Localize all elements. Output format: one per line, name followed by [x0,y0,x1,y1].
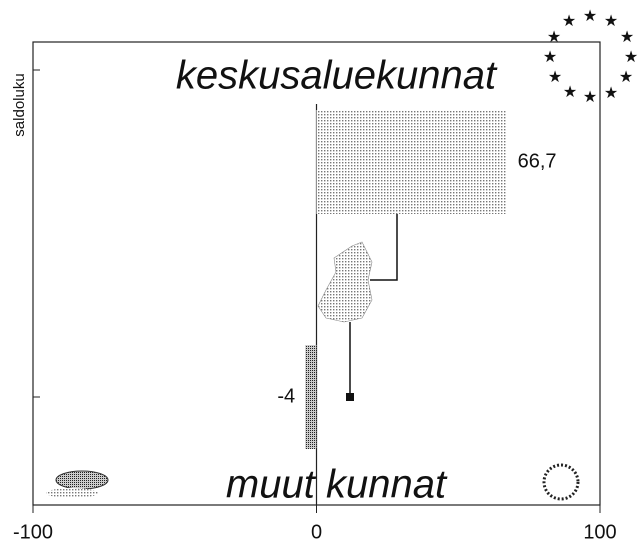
y-axis-label: saldoluku [11,73,28,136]
svg-text:★: ★ [543,49,557,66]
svg-text:★: ★ [562,13,576,30]
svg-text:★: ★ [583,8,597,25]
svg-text:★: ★ [620,29,634,46]
svg-text:★: ★ [583,89,597,106]
corner-icon [55,470,109,490]
corner-icon [46,488,98,498]
svg-text:★: ★ [604,85,618,102]
x-tick-label: -100 [13,521,53,543]
svg-text:★: ★ [604,13,618,30]
eu-stars: ★ ★★★ ★★★★ ★★★★ [543,8,638,106]
value-label: 66,7 [518,150,557,172]
bar [316,110,506,214]
bar [305,345,317,449]
svg-text:★: ★ [624,49,638,66]
corner-icon [542,463,580,501]
svg-text:★: ★ [548,69,562,86]
x-tick-label: 0 [311,521,322,543]
connector-marker [346,393,354,401]
svg-text:★: ★ [563,84,577,101]
svg-text:★: ★ [619,69,633,86]
value-label: -4 [277,385,295,407]
svg-text:★: ★ [547,29,561,46]
category-label: keskusaluekunnat [176,54,498,98]
category-label: muut kunnat [226,463,448,507]
x-tick-label: 100 [583,521,616,543]
finland-map [317,241,373,323]
